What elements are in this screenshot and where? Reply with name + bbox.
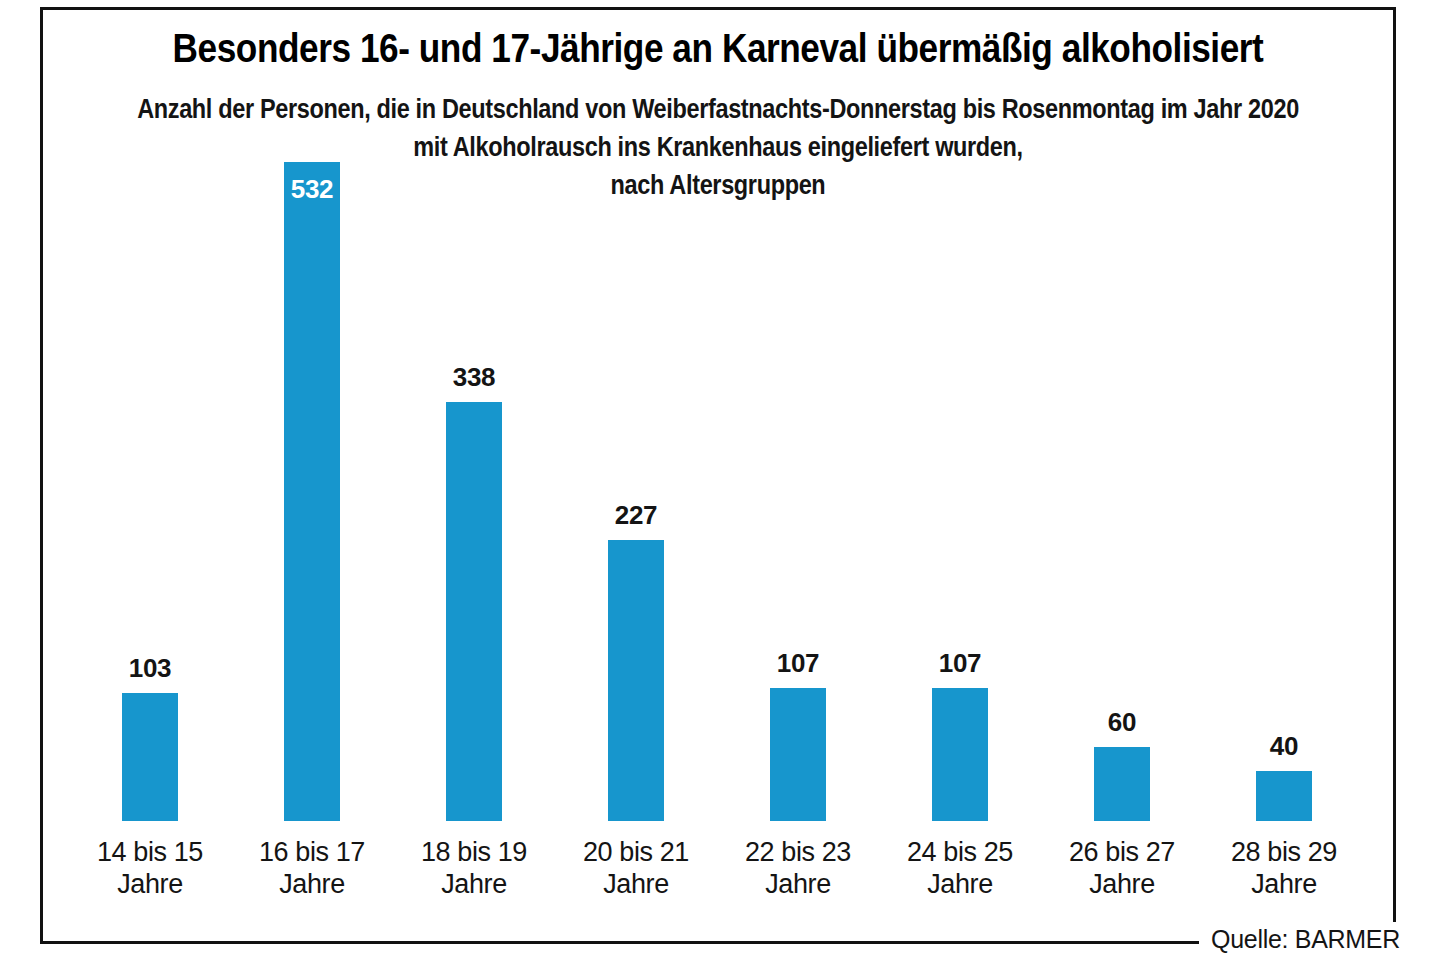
bar-category-label: 14 bis 15 Jahre	[70, 836, 230, 900]
bar-plot-area: 103 14 bis 15 Jahre 532 16 bis 17 Jahre 338 1…	[0, 0, 1440, 960]
bar	[932, 688, 988, 821]
bar	[1256, 771, 1312, 821]
bar	[284, 162, 340, 821]
source-label: Quelle: BARMER	[1199, 922, 1406, 958]
bar	[608, 540, 664, 821]
bar-category-label: 26 bis 27 Jahre	[1042, 836, 1202, 900]
bar-value-label: 103	[90, 653, 210, 683]
bar-value-label: 338	[414, 362, 534, 392]
bar	[1094, 747, 1150, 821]
bar	[446, 402, 502, 821]
bar-category-label: 28 bis 29 Jahre	[1204, 836, 1364, 900]
bar	[770, 688, 826, 821]
bar-value-label: 40	[1224, 731, 1344, 761]
bar-category-label: 24 bis 25 Jahre	[880, 836, 1040, 900]
bar-value-label: 532	[252, 174, 372, 204]
bar	[122, 693, 178, 821]
bar-category-label: 18 bis 19 Jahre	[394, 836, 554, 900]
bar-value-label: 227	[576, 500, 696, 530]
bar-category-label: 22 bis 23 Jahre	[718, 836, 878, 900]
bar-category-label: 16 bis 17 Jahre	[232, 836, 392, 900]
bar-value-label: 107	[900, 648, 1020, 678]
bar-value-label: 60	[1062, 707, 1182, 737]
bar-value-label: 107	[738, 648, 858, 678]
bar-category-label: 20 bis 21 Jahre	[556, 836, 716, 900]
infographic-page: Besonders 16- und 17-Jährige an Karneval…	[0, 0, 1440, 960]
